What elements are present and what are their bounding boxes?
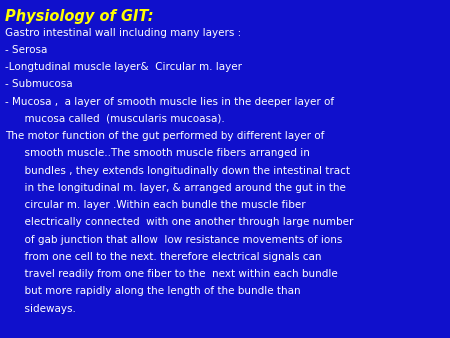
Text: circular m. layer .Within each bundle the muscle fiber: circular m. layer .Within each bundle th…: [5, 200, 306, 210]
Text: electrically connected  with one another through large number: electrically connected with one another …: [5, 217, 354, 227]
Text: - Submucosa: - Submucosa: [5, 79, 73, 90]
Text: Physiology of GIT:: Physiology of GIT:: [5, 9, 154, 24]
Text: but more rapidly along the length of the bundle than: but more rapidly along the length of the…: [5, 286, 301, 296]
Text: mucosa called  (muscularis mucoasa).: mucosa called (muscularis mucoasa).: [5, 114, 225, 124]
Text: The motor function of the gut performed by different layer of: The motor function of the gut performed …: [5, 131, 325, 141]
Text: - Serosa: - Serosa: [5, 45, 48, 55]
Text: - Mucosa ,  a layer of smooth muscle lies in the deeper layer of: - Mucosa , a layer of smooth muscle lies…: [5, 97, 334, 107]
Text: smooth muscle..The smooth muscle fibers arranged in: smooth muscle..The smooth muscle fibers …: [5, 148, 310, 159]
Text: Gastro intestinal wall including many layers :: Gastro intestinal wall including many la…: [5, 28, 242, 38]
Text: travel readily from one fiber to the  next within each bundle: travel readily from one fiber to the nex…: [5, 269, 338, 279]
Text: from one cell to the next. therefore electrical signals can: from one cell to the next. therefore ele…: [5, 252, 322, 262]
Text: in the longitudinal m. layer, & arranged around the gut in the: in the longitudinal m. layer, & arranged…: [5, 183, 346, 193]
Text: sideways.: sideways.: [5, 304, 76, 314]
Text: bundles , they extends longitudinally down the intestinal tract: bundles , they extends longitudinally do…: [5, 166, 351, 176]
Text: -Longtudinal muscle layer&  Circular m. layer: -Longtudinal muscle layer& Circular m. l…: [5, 62, 243, 72]
Text: of gab junction that allow  low resistance movements of ions: of gab junction that allow low resistanc…: [5, 235, 343, 245]
